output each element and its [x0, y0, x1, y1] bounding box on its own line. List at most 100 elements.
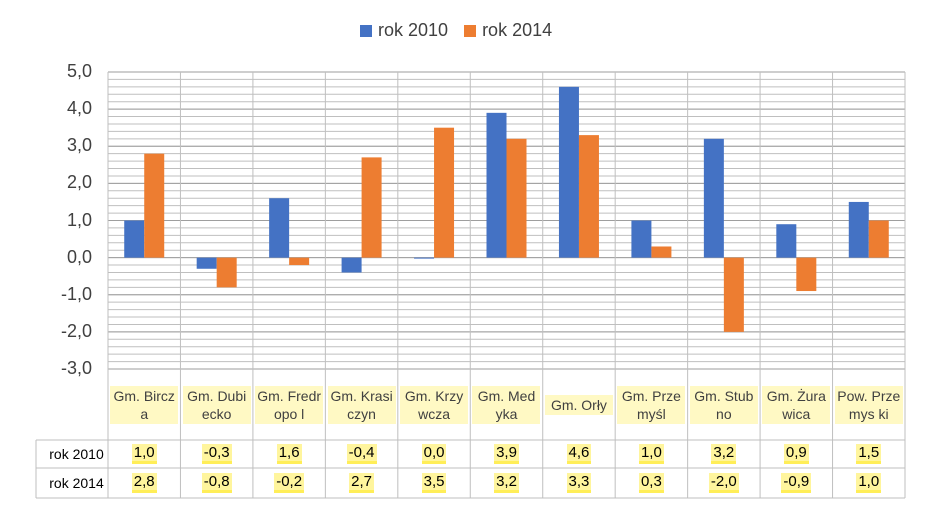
category-label: Gm. Bircza	[110, 385, 179, 424]
category-cell: Pow. Przemys ki	[833, 369, 905, 440]
data-label: 1,6	[253, 440, 325, 468]
category-cell: Gm. Żurawica	[760, 369, 832, 440]
data-label-text: -0,4	[346, 444, 377, 464]
y-tick-label: 5,0	[66, 61, 92, 81]
y-tick-label: 1,0	[66, 209, 92, 230]
bar-2010	[196, 257, 217, 269]
category-cell: Gm. Dubiecko	[180, 369, 252, 440]
category-cell: Gm. Bircza	[108, 369, 180, 440]
data-label-text: 1,5	[856, 444, 882, 464]
data-label: -0,2	[253, 468, 325, 498]
data-label: 1,5	[833, 440, 905, 468]
bar-2014	[506, 138, 527, 258]
bar-2010	[631, 220, 652, 258]
data-label: 4,6	[543, 440, 615, 468]
legend-item-2014[interactable]: rok 2014	[464, 20, 552, 41]
data-label-text: 3,3	[566, 473, 592, 493]
category-label: Gm. Medyka	[472, 385, 541, 424]
data-label: 1,0	[615, 440, 687, 468]
category-cell: Gm. Stubno	[688, 369, 760, 440]
data-label: 3,5	[398, 468, 470, 498]
category-cell: Gm. Orły	[543, 369, 615, 440]
data-label-text: 2,8	[131, 473, 157, 493]
y-tick-label: 0,0	[66, 246, 92, 267]
data-label: 1,0	[108, 440, 180, 468]
data-label: -0,9	[760, 468, 832, 498]
data-label: 1,0	[833, 468, 905, 498]
bar-2010	[848, 201, 869, 258]
bar-2014	[868, 220, 889, 258]
category-cell: Gm. Przemyśl	[615, 369, 687, 440]
legend-item-2010[interactable]: rok 2010	[360, 20, 448, 41]
data-label-text: 0,3	[638, 473, 664, 493]
bar-2010	[341, 257, 362, 273]
legend-swatch-2010	[360, 24, 372, 37]
data-label: -0,4	[325, 440, 397, 468]
data-label: 3,2	[688, 440, 760, 468]
y-tick-label: 4,0	[66, 98, 92, 119]
category-cell: Gm. Medyka	[470, 369, 542, 440]
table-row-label-text: rok 2010	[49, 446, 104, 462]
bar-2014	[796, 257, 817, 292]
legend: rok 2010 rok 2014	[360, 20, 568, 41]
data-label: 3,2	[470, 468, 542, 498]
data-label-text: -2,0	[708, 473, 739, 493]
data-label-text: 3,5	[421, 473, 447, 493]
data-label: -0,3	[180, 440, 252, 468]
category-label: Gm. Krasiczyn	[327, 385, 396, 424]
data-label: -0,8	[180, 468, 252, 498]
bar-2010	[269, 198, 290, 258]
bar-2010	[703, 138, 724, 258]
data-label-text: 3,2	[711, 444, 737, 464]
bar-2014	[434, 127, 455, 258]
category-label: Pow. Przemys ki	[834, 385, 903, 424]
data-label-text: 1,0	[131, 444, 157, 464]
data-label-text: 3,9	[494, 444, 519, 464]
data-label-text: -0,2	[274, 473, 305, 493]
category-label: Gm. Stubno	[689, 385, 758, 424]
bar-2010	[486, 112, 507, 258]
data-label-text: -0,9	[781, 473, 812, 493]
bar-2014	[216, 257, 237, 288]
y-tick-label: -1,0	[60, 283, 92, 304]
table-row-label-text: rok 2014	[49, 475, 104, 491]
table-row-label: rok 2014	[36, 468, 106, 498]
bar-2014	[289, 257, 310, 266]
bar-2014	[144, 153, 165, 258]
legend-swatch-2014	[464, 24, 477, 37]
data-label-text: 1,6	[276, 444, 302, 464]
category-label: Gm. Orły	[544, 394, 613, 415]
category-label: Gm. Dubiecko	[182, 385, 251, 424]
bar-2010	[124, 220, 145, 258]
y-tick-label: 2,0	[66, 172, 92, 193]
data-label: 3,9	[470, 440, 542, 468]
data-label-text: 4,6	[566, 444, 592, 464]
category-cell: Gm. Fredropo l	[253, 369, 325, 440]
category-label: Gm. Krzywcza	[400, 385, 469, 424]
legend-label-2010: rok 2010	[378, 20, 449, 40]
category-label: Gm. Fredropo l	[255, 385, 324, 424]
category-label: Gm. Żurawica	[762, 385, 831, 424]
bar-2014	[361, 157, 382, 258]
category-cell: Gm. Krzywcza	[398, 369, 470, 440]
data-label: -2,0	[688, 468, 760, 498]
data-label-text: 3,2	[494, 473, 519, 493]
data-label: 2,8	[108, 468, 180, 498]
bar-2014	[651, 246, 672, 258]
data-label-text: -0,3	[201, 444, 232, 464]
data-label: 2,7	[325, 468, 397, 498]
legend-label-2014: rok 2014	[482, 20, 553, 40]
bar-2010	[558, 86, 579, 258]
data-label-text: 2,7	[349, 473, 375, 493]
data-label-text: 1,0	[638, 444, 664, 464]
data-label-text: 0,9	[783, 444, 809, 464]
data-label-text: 1,0	[856, 473, 882, 493]
data-label: 0,3	[615, 468, 687, 498]
data-label-text: -0,8	[201, 473, 232, 493]
bar-2014	[723, 257, 744, 332]
data-label: 3,3	[543, 468, 615, 498]
bar-2010	[414, 257, 435, 259]
data-label-text: 0,0	[421, 444, 447, 464]
category-cell: Gm. Krasiczyn	[325, 369, 397, 440]
table-row-label: rok 2010	[36, 440, 106, 468]
